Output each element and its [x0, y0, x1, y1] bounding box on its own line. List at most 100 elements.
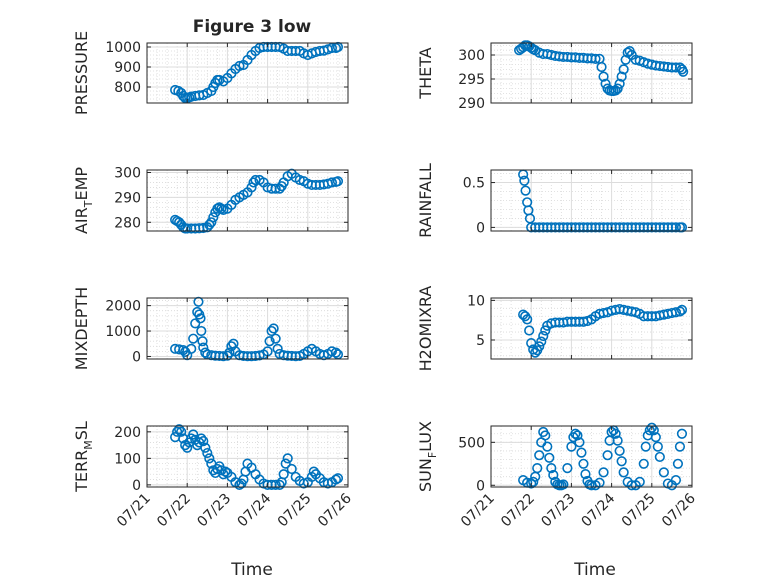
data-point [566, 441, 577, 452]
x-tick-label: 07/24 [235, 490, 275, 530]
axes-box [490, 42, 693, 104]
data-point [670, 475, 682, 486]
data-point [616, 456, 627, 467]
x-tick-label: 07/25 [275, 491, 315, 531]
data-point [618, 64, 629, 75]
x-tick-label: 07/25 [619, 491, 659, 531]
y-tick-label: 0 [476, 478, 485, 494]
y-axis-label: SUNFLUX [416, 421, 439, 492]
data-point [540, 325, 551, 336]
y-axis-label: PRESSURE [72, 31, 91, 115]
y-tick-label: 300 [114, 165, 141, 181]
y-tick-label: 280 [114, 215, 141, 231]
data-point [206, 217, 217, 228]
subplot-terr-msl: 0 100 200 TERRMSL 07/21 07/22 07/23 07/24 07/25 0… [72, 421, 355, 530]
data-point [562, 463, 573, 474]
data-point [672, 458, 684, 469]
x-tick-label: 07/21 [458, 491, 498, 531]
data-point [610, 428, 621, 439]
x-tick-label: 07/21 [114, 491, 154, 531]
subplot-rainfall: 0 0.5 RAINFALL [416, 163, 693, 238]
data-point [234, 60, 245, 72]
data-point [326, 177, 338, 188]
data-point [598, 467, 609, 478]
axes-box [146, 425, 349, 488]
data-point [650, 432, 661, 443]
data-point [524, 325, 535, 336]
data-point [546, 463, 557, 474]
data-point [522, 314, 533, 325]
y-tick-label: 1000 [105, 40, 141, 56]
y-axis-label: RAINFALL [416, 163, 435, 238]
data-point [678, 66, 689, 77]
data-point [174, 344, 185, 355]
y-tick-label: 5 [476, 333, 485, 349]
data-point [674, 441, 686, 452]
data-point [270, 333, 281, 344]
data-point [190, 318, 201, 329]
data-point [254, 350, 265, 361]
y-tick-label: 290 [114, 190, 141, 206]
data-point [270, 183, 281, 194]
data-point [670, 62, 682, 73]
data-point [578, 458, 589, 469]
data-point [652, 441, 663, 452]
data-point [212, 203, 223, 214]
data-point [224, 347, 235, 358]
data-point [598, 71, 609, 82]
x-tick-label: 07/22 [498, 491, 538, 531]
data-point [202, 447, 213, 459]
y-tick-label: 0 [476, 220, 485, 236]
data-point [186, 343, 197, 354]
data-point [670, 222, 682, 233]
y-axis-label: TERRMSL [72, 421, 95, 493]
data-point [544, 452, 555, 463]
data-point [528, 476, 539, 487]
data-point [676, 222, 688, 233]
data-point [208, 212, 219, 223]
data-point [272, 343, 283, 354]
data-point [574, 437, 585, 448]
y-axis-label: MIXDEPTH [72, 287, 91, 370]
data-point [532, 463, 543, 474]
data-point [520, 185, 531, 196]
data-point [602, 450, 613, 461]
subplot-sun-flux: 0 500 SUNFLUX 07/21 07/22 07/23 07/24 07/25 07/2… [416, 421, 699, 530]
data-point [572, 430, 583, 441]
data-point [266, 325, 277, 337]
data-point [534, 341, 545, 352]
subplot-mixdepth: 0 1000 2000 MIXDEPTH [72, 287, 349, 370]
x-tick-label: 07/24 [579, 490, 619, 530]
data-point [172, 426, 183, 437]
data-point [646, 422, 657, 433]
y-tick-label: 900 [114, 60, 141, 76]
y-tick-label: 500 [458, 435, 485, 451]
y-tick-label: 100 [114, 451, 141, 467]
data-point [204, 453, 215, 464]
y-tick-label: 0 [132, 349, 141, 365]
data-point [196, 325, 207, 337]
data-point [612, 83, 623, 94]
data-point [614, 445, 625, 457]
axes-box [146, 297, 349, 360]
axes-box [146, 169, 349, 232]
data-point [282, 453, 293, 464]
data-point [216, 203, 227, 214]
data-point [638, 458, 649, 469]
x-tick-label: 07/22 [154, 491, 194, 531]
y-tick-label: 0 [132, 478, 141, 494]
data-point [620, 54, 631, 65]
y-tick-label: 0.5 [463, 176, 485, 192]
data-point [182, 442, 193, 453]
data-point [204, 219, 215, 230]
data-point [548, 469, 559, 481]
data-point [188, 333, 199, 344]
y-tick-label: 300 [458, 48, 485, 64]
axes-box [146, 42, 349, 104]
y-tick-label: 2000 [105, 299, 141, 315]
data-point [590, 53, 601, 64]
subplot-pressure: 800 900 1000 PRESSURE [72, 31, 349, 115]
data-point [670, 307, 682, 318]
data-point [174, 424, 185, 435]
